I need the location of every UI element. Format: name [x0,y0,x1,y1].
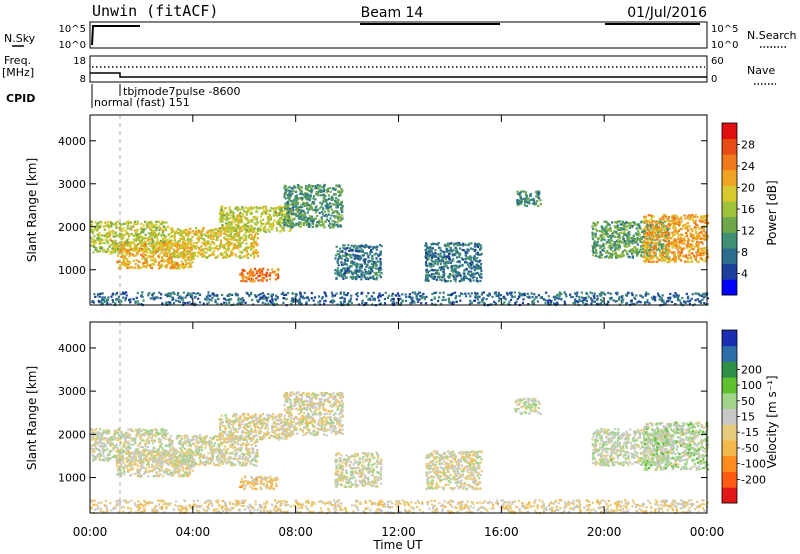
sky-right-tick-top: 10^5 [711,24,738,35]
power-colorbar-tick: 16 [741,203,755,216]
sky-count-line [91,25,140,46]
power-panel: 1000 2000 3000 4000 Slant Range [km] 4 8 12 16… [25,114,779,307]
cpid-program-normal: normal (fast) 151 [94,96,190,109]
power-ytick-label: 1000 [58,264,86,277]
velocity-colorbar-tick: 100 [741,379,762,392]
velocity-region-11 [90,499,709,515]
time-tick-label: 00:00 [690,525,725,539]
sky-left-tick-bottom: 10^0 [59,40,86,51]
freq-label-2: [MHz] [2,66,34,79]
time-tick-label: 12:00 [381,525,416,539]
velocity-region-10 [643,421,710,472]
freq-left-tick-top: 18 [73,56,86,67]
freq-line [90,72,707,78]
velocity-region-6 [334,451,383,489]
beam-title: Beam 14 [361,5,424,21]
time-tick-label: 16:00 [484,525,519,539]
power-colorbar-tick: 4 [741,268,748,281]
velocity-colorbar-tick: -100 [741,458,766,471]
cpid-label: CPID [6,92,35,105]
power-y-ticks: 1000 2000 3000 4000 [58,135,707,277]
freq-left-tick-bottom: 8 [80,74,86,85]
power-ytick-label: 4000 [58,135,86,148]
date-title: 01/Jul/2016 [627,5,707,21]
time-tick-label: 08:00 [278,525,313,539]
sky-right-tick-bottom: 10^0 [711,40,738,51]
power-ytick-label: 2000 [58,221,86,234]
power-colorbar-tick: 24 [741,160,755,173]
cpid-program-tbj: tbjmode7pulse -8600 [123,85,241,98]
sky-panel: N.Sky 10^5 10^0 10^5 10^0 N.Search [4,21,797,51]
velocity-region-2 [167,434,259,467]
velocity-region-0 [90,427,169,463]
freq-panel: Freq. [MHz] 18 8 60 0 Nave CPID normal (… [2,54,776,109]
velocity-data-layer [90,391,710,515]
velocity-ytick-label: 2000 [58,428,86,441]
power-ytick-label: 3000 [58,178,86,191]
power-region-5 [283,183,344,229]
power-data-layer [90,183,710,307]
sky-panel-frame [89,21,708,49]
power-colorbar: 4 8 12 16 20 24 28 [721,122,755,296]
power-region-10 [642,213,710,264]
power-colorbar-tick: 8 [741,246,748,259]
velocity-colorbar-tick: 200 [741,363,762,376]
freq-right-tick-bottom: 0 [711,74,717,85]
freq-panel-frame [89,55,708,83]
velocity-region-8 [514,397,542,415]
power-colorbar-tick: 28 [741,139,755,152]
station-title: Unwin (fitACF) [92,2,218,20]
velocity-ytick-label: 1000 [58,472,86,485]
velocity-colorbar-tick: -50 [741,442,759,455]
velocity-region-7 [425,450,483,491]
power-panel-frame [89,114,708,306]
power-region-4 [239,267,280,283]
sky-left-tick-top: 10^5 [59,24,86,35]
time-tick-label: 00:00 [73,525,108,539]
velocity-colorbar-tick: 15 [741,411,755,424]
sky-label: N.Sky [4,32,36,45]
velocity-colorbar-tick: -200 [741,473,766,486]
velocity-ylabel: Slant Range [km] [25,366,39,470]
velocity-colorbar: -200 -100 -50 -15 15 50 100 200 [721,329,766,504]
power-region-6 [334,244,383,281]
velocity-colorbar-tick: 50 [741,395,755,408]
power-region-11 [91,291,710,307]
velocity-y-ticks: 1000 2000 3000 4000 [58,342,707,485]
power-x-ticks [89,115,708,305]
velocity-ytick-label: 3000 [58,385,86,398]
time-axis-labels: 00:00 04:00 08:00 12:00 16:00 20:00 00:00 [73,525,725,539]
velocity-region-4 [239,475,279,491]
velocity-colorbar-tick: -15 [741,426,759,439]
freq-label-1: Freq. [4,54,31,67]
velocity-region-5 [282,391,345,437]
time-tick-label: 20:00 [587,525,622,539]
power-colorbar-tick: 12 [741,225,755,238]
power-region-3 [218,205,293,234]
time-tick-label: 04:00 [176,525,211,539]
power-colorbar-label: Power [dB] [765,180,779,245]
power-colorbar-tick: 20 [741,182,755,195]
search-label: N.Search [747,29,797,42]
velocity-panel: 1000 2000 3000 4000 Slant Range [km] -200 -1… [25,321,779,515]
freq-right-tick-top: 60 [711,56,724,67]
power-ylabel: Slant Range [km] [25,158,39,262]
velocity-colorbar-label: Velocity [m s⁻¹] [765,375,779,468]
velocity-panel-frame [89,321,708,514]
power-region-8 [516,190,543,208]
velocity-ytick-label: 4000 [58,342,86,355]
power-region-7 [424,241,483,283]
nave-label: Nave [747,64,775,77]
time-axis-title: Time UT [372,538,423,552]
velocity-region-3 [218,412,293,441]
power-region-2 [167,226,260,259]
velocity-x-ticks [89,322,708,513]
